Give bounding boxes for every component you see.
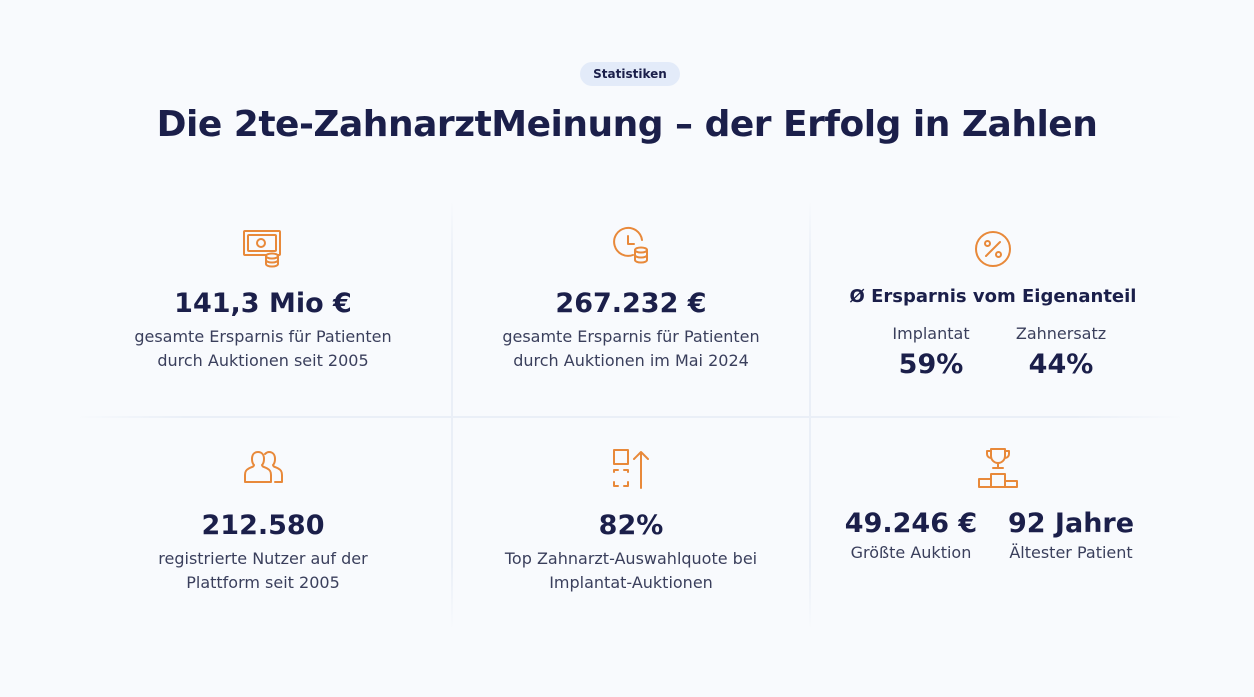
select-arrow-up-icon bbox=[613, 449, 649, 489]
stat-selection-rate: 82% Top Zahnarzt-Auswahlquote bei Implan… bbox=[453, 448, 809, 595]
stat-description: Top Zahnarzt-Auswahlquote bei bbox=[504, 549, 758, 568]
stat-description: durch Auktionen seit 2005 bbox=[157, 351, 369, 370]
stat-label: Größte Auktion bbox=[850, 543, 972, 562]
stat-description: Implantat-Auktionen bbox=[549, 573, 713, 592]
stat-value: 44% bbox=[1028, 349, 1094, 380]
stat-label: Zahnersatz bbox=[1015, 324, 1107, 343]
stat-users: 212.580 registrierte Nutzer auf der Plat… bbox=[75, 448, 451, 595]
stat-value: 212.580 bbox=[201, 510, 325, 541]
divider bbox=[809, 200, 811, 630]
record-largest-auction: 49.246 € Größte Auktion bbox=[841, 508, 981, 562]
percent-circle-icon bbox=[975, 231, 1011, 267]
stat-label: Ältester Patient bbox=[1009, 543, 1133, 562]
stat-savings-total: 141,3 Mio € gesamte Ersparnis für Patien… bbox=[75, 226, 451, 373]
stat-value: 92 Jahre bbox=[1007, 508, 1135, 539]
stat-avg-savings: Ø Ersparnis vom Eigenanteil Implantat 59… bbox=[811, 228, 1175, 380]
stat-savings-month: 267.232 € gesamte Ersparnis für Patiente… bbox=[453, 226, 809, 373]
stat-label: Implantat bbox=[892, 324, 970, 343]
divider bbox=[451, 200, 453, 630]
users-icon bbox=[244, 451, 283, 483]
avg-savings-denture: Zahnersatz 44% bbox=[991, 324, 1131, 380]
stats-grid: 141,3 Mio € gesamte Ersparnis für Patien… bbox=[75, 200, 1185, 630]
stat-description: Plattform seit 2005 bbox=[186, 573, 340, 592]
stat-value: 267.232 € bbox=[555, 288, 707, 319]
record-oldest-patient: 92 Jahre Ältester Patient bbox=[991, 508, 1151, 562]
stat-records: 49.246 € Größte Auktion 92 Jahre Älteste… bbox=[811, 446, 1185, 562]
money-coins-icon bbox=[243, 230, 281, 268]
stat-description: registrierte Nutzer auf der bbox=[158, 549, 368, 568]
avg-savings-implant: Implantat 59% bbox=[861, 324, 1001, 380]
stat-description: durch Auktionen im Mai 2024 bbox=[513, 351, 749, 370]
section-badge: Statistiken bbox=[580, 62, 680, 86]
stat-value: 141,3 Mio € bbox=[174, 288, 352, 319]
divider bbox=[75, 416, 1185, 418]
stat-description: gesamte Ersparnis für Patienten bbox=[134, 327, 392, 346]
clock-coins-icon bbox=[613, 226, 648, 264]
page-title: Die 2te-ZahnarztMeinung – der Erfolg in … bbox=[156, 104, 1098, 145]
stat-value: 49.246 € bbox=[844, 508, 978, 539]
stat-value: 82% bbox=[598, 510, 664, 541]
trophy-podium-icon bbox=[978, 448, 1018, 488]
stat-value: 59% bbox=[898, 349, 964, 380]
stat-heading: Ø Ersparnis vom Eigenanteil bbox=[849, 286, 1137, 307]
stat-description: gesamte Ersparnis für Patienten bbox=[502, 327, 760, 346]
